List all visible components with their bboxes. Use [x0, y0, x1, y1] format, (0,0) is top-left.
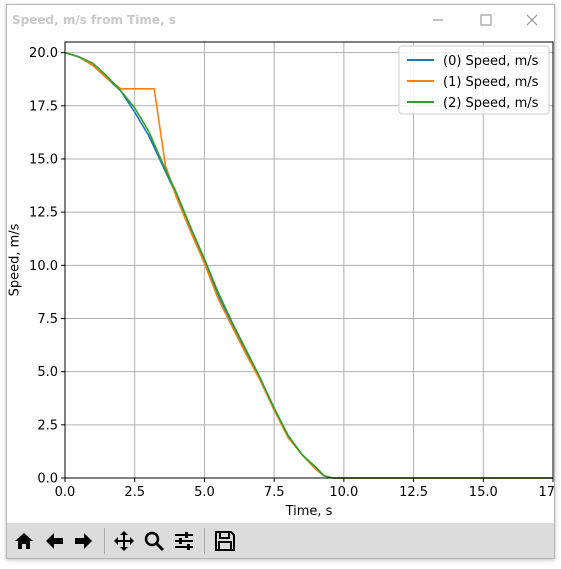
zoom-button[interactable]	[141, 528, 167, 554]
x-tick-label: 5.0	[194, 485, 215, 500]
toolbar-separator	[104, 528, 105, 554]
y-tick-label: 5.0	[37, 365, 58, 380]
plot-area-frame	[64, 41, 554, 479]
x-axis-label: Time, s	[285, 504, 333, 519]
y-tick-label: 10.0	[29, 259, 58, 274]
window-title: Speed, m/s from Time, s	[12, 13, 176, 27]
legend-entry: (1) Speed, m/s	[443, 75, 539, 90]
y-tick-label: 7.5	[37, 312, 58, 327]
y-tick-label: 2.5	[37, 418, 58, 433]
y-tick-label: 12.5	[29, 206, 58, 221]
back-button[interactable]	[41, 528, 67, 554]
x-tick-label: 17.5	[539, 485, 554, 500]
y-tick-label: 15.0	[29, 152, 58, 167]
line-chart[interactable]: 0.0 2.5 5.0 7.5 10.0 12.5 15.0 17.5 0.0 2.5 5.0 7.5…	[7, 35, 554, 523]
forward-arrow-icon	[75, 533, 92, 549]
x-tick-label: 12.5	[399, 485, 428, 500]
y-tick-label: 0.0	[37, 472, 58, 487]
toolbar-separator	[204, 528, 205, 554]
x-tick-label: 7.5	[264, 485, 285, 500]
pan-icon	[114, 531, 134, 551]
axis-ticks: 0.0 2.5 5.0 7.5 10.0 12.5 15.0 17.5 0.0 2.5 5.0 7.5…	[29, 46, 554, 500]
minimize-button[interactable]	[415, 5, 461, 35]
close-icon	[526, 14, 538, 26]
close-button[interactable]	[509, 5, 554, 35]
home-icon	[15, 533, 33, 549]
y-tick-label: 17.5	[29, 99, 58, 114]
configure-subplots-icon	[175, 532, 193, 550]
y-axis-label: Speed, m/s	[8, 223, 23, 296]
navigation-toolbar	[7, 523, 554, 558]
x-tick-label: 0.0	[55, 485, 76, 500]
pan-button[interactable]	[111, 528, 137, 554]
minimize-icon	[433, 19, 443, 21]
home-button[interactable]	[11, 528, 37, 554]
legend-entry: (2) Speed, m/s	[443, 96, 539, 111]
figure-canvas[interactable]: 0.0 2.5 5.0 7.5 10.0 12.5 15.0 17.5 0.0 2.5 5.0 7.5…	[7, 35, 554, 523]
back-arrow-icon	[46, 533, 63, 549]
maximize-button[interactable]	[463, 5, 509, 35]
zoom-icon	[144, 531, 165, 552]
configure-subplots-button[interactable]	[171, 528, 197, 554]
save-icon	[215, 531, 235, 551]
x-tick-label: 15.0	[469, 485, 498, 500]
forward-button[interactable]	[71, 528, 97, 554]
title-bar[interactable]: Speed, m/s from Time, s	[7, 5, 554, 35]
y-tick-label: 20.0	[29, 46, 58, 61]
plot-window: Speed, m/s from Time, s 0.0 2.5 5.0 7.5 10.0…	[6, 4, 555, 559]
maximize-icon	[480, 14, 492, 26]
x-tick-label: 10.0	[329, 485, 358, 500]
legend: (0) Speed, m/s (1) Speed, m/s (2) Speed, m…	[398, 45, 550, 115]
legend-entry: (0) Speed, m/s	[443, 54, 539, 69]
save-button[interactable]	[212, 528, 238, 554]
legend-box	[398, 45, 550, 115]
x-tick-label: 2.5	[124, 485, 145, 500]
